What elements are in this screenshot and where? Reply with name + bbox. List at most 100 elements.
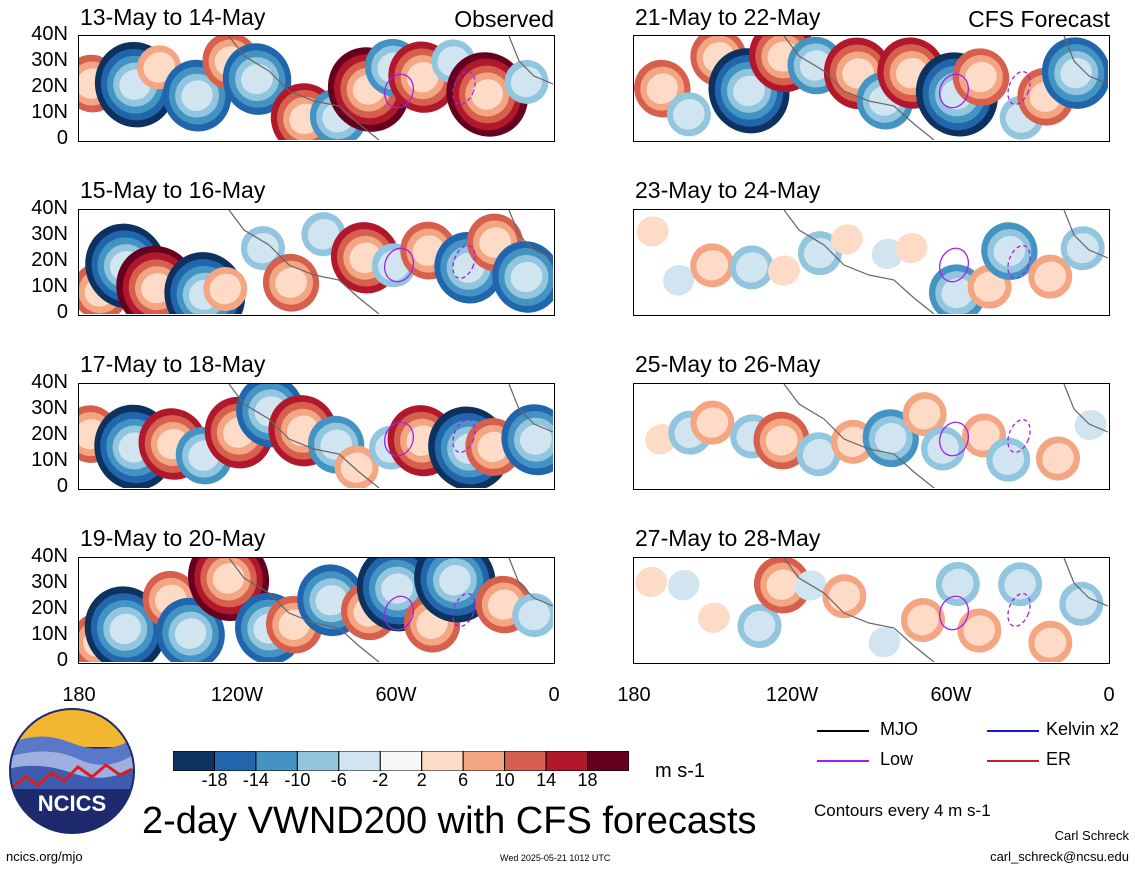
heatmap-panel-6 — [633, 209, 1110, 316]
colorbar-tick-label: 2 — [416, 770, 427, 790]
anomaly-contour — [381, 573, 414, 604]
anomaly-contour — [510, 261, 543, 293]
legend-kelvin-label: Kelvin x2 — [1046, 719, 1120, 739]
x-tick-60w-right: 60W — [930, 684, 972, 706]
colorbar-tick-label: -10 — [284, 770, 311, 790]
coastline — [228, 384, 380, 488]
legend-er-line — [987, 760, 1039, 762]
colorbar-swatch — [172, 750, 215, 772]
anomaly-contour — [941, 278, 974, 309]
low-contour — [1007, 593, 1031, 627]
contour-note: Contours every 4 m s-1 — [814, 801, 991, 820]
forecast-label: CFS Forecast — [968, 6, 1110, 32]
low-contour — [452, 245, 476, 279]
colorbar — [172, 750, 630, 776]
anomaly-contour — [275, 267, 307, 298]
heatmap-panel-2 — [78, 209, 555, 316]
coastline — [1063, 210, 1108, 259]
logo-text: NCICS — [38, 791, 106, 816]
x-tick-120w-left: 120W — [210, 684, 264, 706]
anomaly-contour — [768, 255, 800, 286]
anomaly-contour — [803, 238, 836, 269]
anomaly-contour — [1060, 57, 1093, 89]
heatmap-panel-3 — [78, 383, 555, 490]
anomaly-contour — [667, 569, 700, 601]
y-tick-label: 40N — [31, 197, 68, 219]
colorbar-tick-label: -18 — [201, 770, 228, 790]
panel-title-4: 19-May to 20-May — [80, 525, 266, 551]
colorbar-swatch — [255, 750, 298, 772]
low-contour — [452, 419, 476, 453]
anomaly-contour — [875, 422, 907, 454]
colorbar-swatch — [545, 750, 589, 772]
anomaly-contour — [993, 235, 1026, 267]
panel-title-1: 13-May to 14-May — [80, 4, 266, 30]
panel-title-2: 15-May to 16-May — [80, 177, 266, 203]
anomaly-contour — [828, 581, 861, 612]
anomaly-contour — [635, 566, 668, 598]
observed-label: Observed — [454, 6, 554, 32]
panel-title-7: 25-May to 26-May — [635, 351, 821, 377]
y-tick-label: 30N — [31, 571, 68, 593]
low-contour — [383, 595, 415, 631]
y-tick-label: 10N — [31, 449, 68, 471]
x-tick-0-right: 0 — [1103, 684, 1115, 706]
anomaly-contour — [673, 99, 705, 130]
coastline — [228, 558, 380, 662]
y-tick-label: 10N — [31, 623, 68, 645]
anomaly-contour — [406, 62, 439, 93]
y-tick-label: 20N — [31, 249, 68, 271]
low-contour — [1007, 245, 1031, 279]
anomaly-contour — [868, 627, 901, 658]
colorbar-swatch — [379, 750, 423, 772]
anomaly-contour — [1034, 261, 1067, 292]
ncics-logo: NCICS — [8, 707, 136, 840]
anomaly-contour — [340, 452, 373, 483]
coastline — [508, 210, 553, 259]
anomaly-contour — [1065, 588, 1098, 620]
x-tick-0-left: 0 — [548, 684, 560, 706]
panel-title-5: 21-May to 22-May — [635, 4, 821, 30]
anomaly-contour — [907, 604, 939, 636]
low-contour — [938, 247, 970, 283]
anomaly-contour — [143, 52, 175, 83]
anomaly-contour — [831, 224, 863, 255]
coastline — [1063, 384, 1108, 433]
anomaly-contour — [733, 75, 765, 107]
anomaly-contour — [241, 63, 273, 95]
colorbar-tick-label: 14 — [536, 770, 557, 790]
footer-email: carl_schreck@ncsu.edu — [990, 849, 1129, 864]
colorbar-swatch — [296, 750, 340, 772]
y-tick-label: 0 — [56, 301, 68, 323]
anomaly-contour — [968, 420, 1000, 451]
legend-er-label: ER — [1046, 749, 1072, 769]
anomaly-contour — [307, 218, 340, 250]
low-contour — [383, 73, 415, 109]
panel-title-6: 23-May to 24-May — [635, 177, 821, 203]
y-tick-label: 30N — [31, 397, 68, 419]
anomaly-contour — [908, 398, 941, 430]
low-contour — [452, 71, 476, 105]
low-contour — [938, 421, 970, 457]
anomaly-contour — [212, 563, 245, 594]
anomaly-contour — [696, 250, 729, 281]
footer-url: ncics.org/mjo — [6, 849, 83, 864]
heatmap-panel-1 — [78, 35, 555, 142]
anomaly-contour — [646, 73, 679, 104]
colorbar-swatch — [504, 750, 547, 772]
anomaly-contour — [973, 271, 1006, 302]
legend-mjo-line — [817, 730, 869, 732]
colorbar-tick-label: -2 — [372, 770, 389, 790]
anomaly-contour — [636, 216, 669, 247]
anomaly-contour — [315, 585, 348, 616]
panel-svg-7 — [645, 384, 1108, 488]
y-tick-label: 20N — [31, 75, 68, 97]
coastline — [783, 210, 935, 314]
footer-timestamp: Wed 2025-05-21 1012 UTC — [500, 853, 611, 863]
legend-kelvin-line — [987, 730, 1039, 732]
chart-title: 2-day VWND200 with CFS forecasts — [142, 800, 757, 842]
y-tick-label: 10N — [31, 275, 68, 297]
colorbar-swatch — [338, 750, 381, 772]
coastline — [783, 384, 935, 488]
anomaly-contour — [766, 569, 799, 600]
